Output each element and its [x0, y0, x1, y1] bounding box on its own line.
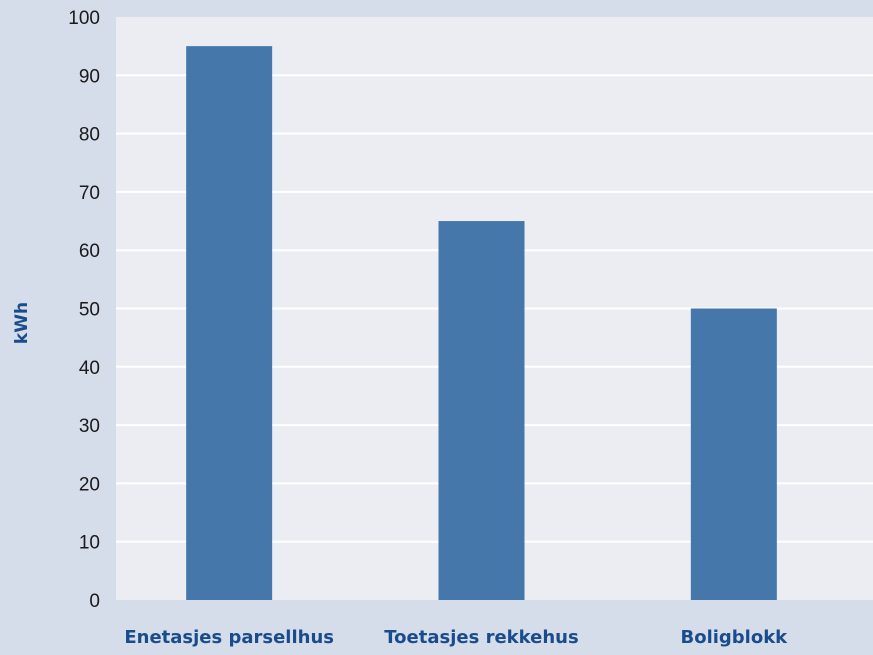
- x-category-label: Toetasjes rekkehus: [384, 627, 578, 648]
- x-category-label: Boligblokk: [680, 627, 788, 648]
- x-category-label: Enetasjes parsellhus: [124, 627, 334, 648]
- y-tick-label: 60: [79, 241, 100, 262]
- y-tick-label: 30: [79, 416, 100, 437]
- y-tick-label: 10: [79, 533, 100, 554]
- x-axis-categories: Enetasjes parsellhus Toetasjes rekkehus Bo…: [124, 627, 788, 648]
- y-tick-label: 50: [79, 300, 100, 321]
- bar: [690, 308, 777, 600]
- y-axis-ticks: 0 10 20 30 40 50 60 70 80 90 100: [68, 8, 100, 612]
- y-tick-label: 70: [79, 183, 100, 204]
- y-tick-label: 100: [68, 8, 100, 29]
- y-tick-label: 80: [79, 125, 100, 146]
- bar: [438, 221, 525, 601]
- y-tick-label: 20: [79, 474, 100, 495]
- bars: [186, 46, 777, 601]
- y-axis-title: kWh: [12, 302, 32, 344]
- bar: [186, 46, 273, 600]
- y-tick-label: 0: [89, 591, 100, 612]
- y-tick-label: 40: [79, 358, 100, 379]
- y-tick-label: 90: [79, 66, 100, 87]
